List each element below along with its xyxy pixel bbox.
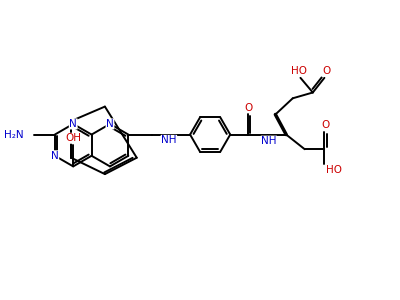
Text: O: O — [322, 66, 330, 76]
Text: O: O — [321, 120, 329, 130]
Text: HO: HO — [326, 166, 342, 176]
Text: NH: NH — [161, 135, 177, 146]
Text: HO: HO — [290, 66, 306, 76]
Text: OH: OH — [65, 133, 81, 143]
Text: N: N — [106, 119, 114, 129]
Text: NH: NH — [261, 136, 276, 146]
Text: N: N — [51, 151, 59, 161]
Text: N: N — [69, 119, 77, 129]
Text: O: O — [244, 103, 252, 112]
Text: H₂N: H₂N — [4, 130, 24, 140]
